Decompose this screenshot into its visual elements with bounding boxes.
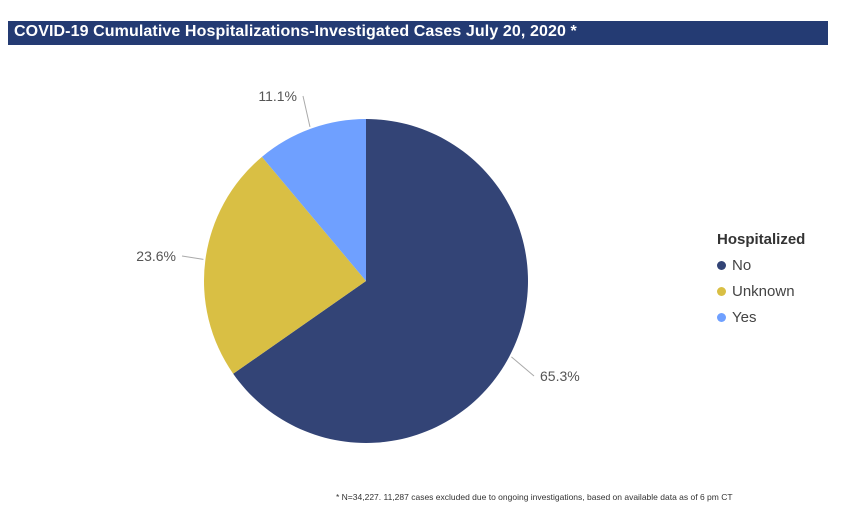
leader-line-no [511,356,535,377]
leader-lines [181,95,535,377]
legend-item-no[interactable]: No [717,252,805,278]
data-label-unknown: 23.6% [136,248,176,264]
data-label-yes: 11.1% [258,88,297,104]
chart-title: COVID-19 Cumulative Hospitalizations-Inv… [14,23,577,40]
data-labels: 65.3% 23.6% 11.1% [136,88,579,384]
pie-slice-yes[interactable] [261,119,366,281]
pie-slice-no[interactable] [233,119,528,443]
legend-label-no: No [732,256,752,274]
legend-title: Hospitalized [717,231,806,248]
leader-line-yes [302,95,311,127]
legend: Hospitalized No Unknown Yes [717,231,805,330]
legend-marker-yes [717,312,726,322]
legend-label-unknown: Unknown [732,282,795,300]
pie-slice-unknown[interactable] [203,156,366,374]
legend-label-yes: Yes [732,308,757,326]
pie-slices [203,119,528,443]
legend-item-unknown[interactable]: Unknown [717,278,805,304]
legend-marker-no [717,260,726,270]
title-bar: COVID-19 Cumulative Hospitalizations-Inv… [8,21,828,45]
legend-marker-unknown [717,286,726,296]
legend-item-yes[interactable]: Yes [717,304,805,330]
data-label-no: 65.3% [540,368,580,384]
footnote: * N=34,227. 11,287 cases excluded due to… [336,492,733,502]
leader-line-unknown [181,255,204,260]
